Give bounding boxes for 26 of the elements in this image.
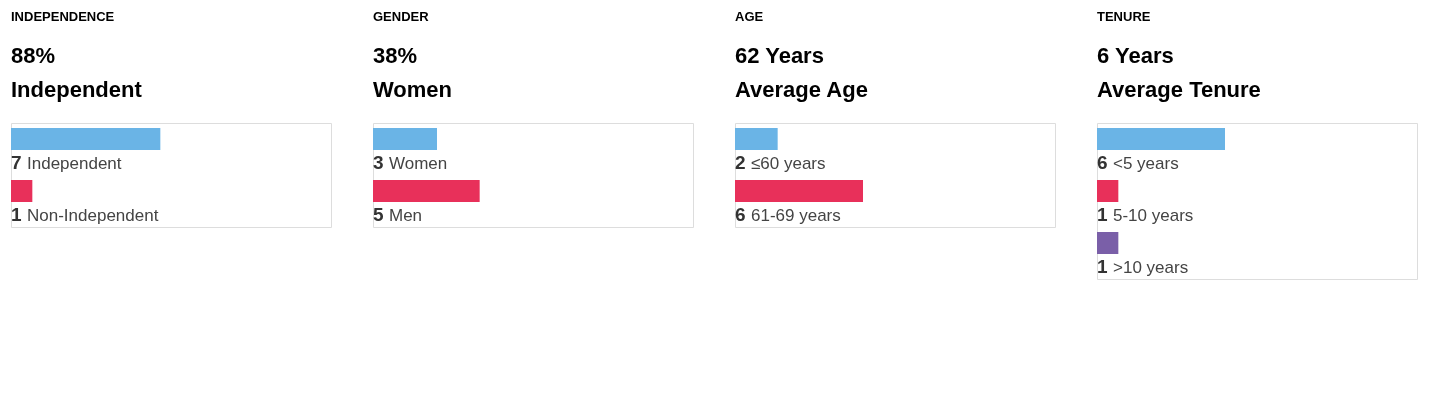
y-tick-label: Non-Independent [27,206,159,225]
y-tick-label: >10 years [1113,258,1189,277]
data-label: 2 [735,152,746,173]
chart-subtitle: 62 Years Average Age [735,43,868,102]
chart-title: TENURE [1097,9,1151,24]
chart-title: AGE [735,9,764,24]
y-tick-label: Women [389,154,448,173]
data-label: 5 [373,204,384,225]
y-tick-label: 61-69 years [751,206,841,225]
data-label: 7 [11,152,22,173]
y-tick-label: 5-10 years [1113,206,1194,225]
chart-subtitle: 6 Years Average Tenure [1097,43,1261,102]
data-label: 6 [1097,152,1108,173]
chart-subtitle: 38% Women [373,43,453,102]
data-label: 3 [373,152,384,173]
data-label: 6 [735,204,746,225]
chart-title: INDEPENDENCE [11,9,115,24]
y-tick-label: Independent [27,154,122,173]
chart-subtitle: 88% Independent [11,43,143,102]
data-label: 1 [1097,256,1108,277]
data-label: 1 [11,204,22,225]
data-label: 1 [1097,204,1108,225]
y-tick-label: <5 years [1113,154,1179,173]
y-tick-label: ≤60 years [751,154,826,173]
chart-title: GENDER [373,9,430,24]
y-tick-label: Men [389,206,423,225]
